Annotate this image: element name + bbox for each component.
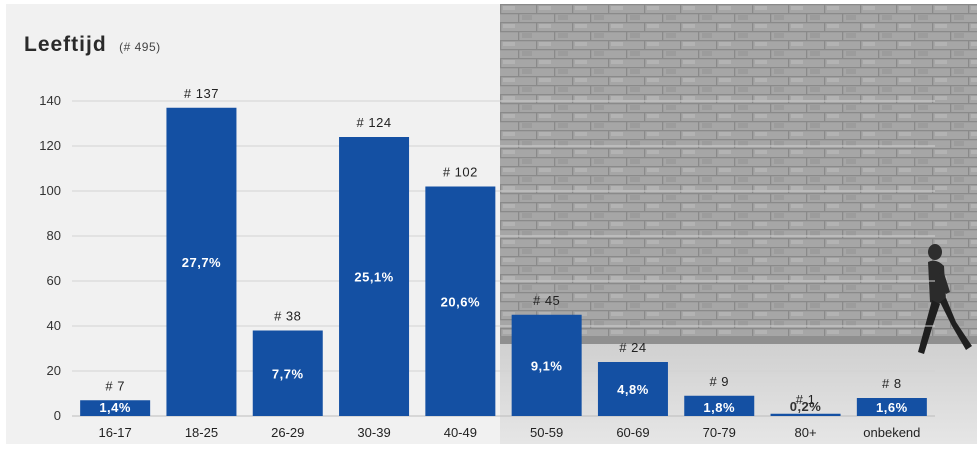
bar-percent-label: 20,6%: [441, 294, 480, 309]
x-tick-label: 18-25: [185, 425, 218, 440]
x-tick-label: 50-59: [530, 425, 563, 440]
bar-percent-label: 1,4%: [99, 400, 131, 415]
bar-60-69: [597, 362, 668, 416]
y-tick-label: 140: [39, 93, 61, 108]
bar-percent-label: 0,2%: [790, 399, 822, 414]
bar-count-label: # 124: [357, 115, 392, 130]
bar-30-39: [339, 137, 410, 416]
bar-count-label: # 102: [443, 165, 478, 180]
bar-16-17: [80, 400, 151, 416]
y-tick-label: 60: [47, 273, 61, 288]
bar-percent-label: 7,7%: [272, 366, 304, 381]
bar-count-label: # 24: [619, 340, 646, 355]
bar-26-29: [252, 330, 323, 416]
bars: [80, 107, 927, 416]
bar-percent-label: 1,8%: [703, 400, 735, 415]
bar-count-label: # 1: [796, 392, 816, 407]
bar-count-label: # 38: [274, 309, 301, 324]
bar-percent-label: 27,7%: [182, 255, 221, 270]
bar-80+: [770, 413, 841, 416]
y-tick-label: 40: [47, 318, 61, 333]
y-tick-label: 0: [54, 408, 61, 423]
x-tick-label: 16-17: [99, 425, 132, 440]
x-tick-label: 30-39: [357, 425, 390, 440]
bar-count-label: # 9: [709, 374, 729, 389]
x-tick-label: 80+: [795, 425, 817, 440]
bar-count-label: # 45: [533, 293, 560, 308]
chart-subtitle-total: (# 495): [119, 40, 161, 54]
bar-percent-label: 4,8%: [617, 382, 649, 397]
y-tick-label: 80: [47, 228, 61, 243]
bar-labels: # 7 1,4% # 137 27,7% # 38 7,7% # 124 25,1% # 102…: [99, 86, 907, 415]
bar-percent-label: 1,6%: [876, 400, 908, 415]
bar-count-label: # 137: [184, 86, 219, 101]
walking-person-silhouette: [918, 244, 972, 354]
chart-title: Leeftijd: [24, 33, 107, 56]
x-tick-label: 60-69: [616, 425, 649, 440]
bar-count-label: # 8: [882, 376, 902, 391]
bar-18-25: [166, 107, 237, 416]
bar-percent-label: 25,1%: [354, 270, 393, 285]
chart-title-block: Leeftijd (# 495): [24, 33, 161, 57]
bar-40-49: [425, 186, 496, 416]
x-axis-ticks: 16-17 18-25 26-29 30-39 40-49 50-59 60-69 70-79…: [99, 425, 921, 440]
x-tick-label: onbekend: [863, 425, 920, 440]
x-tick-label: 70-79: [703, 425, 736, 440]
y-tick-label: 20: [47, 363, 61, 378]
y-tick-label: 100: [39, 183, 61, 198]
bar-percent-label: 9,1%: [531, 358, 563, 373]
bar-50-59: [511, 314, 582, 416]
bar-70-79: [684, 395, 755, 416]
bar-onbekend: [856, 398, 927, 416]
x-tick-label: 40-49: [444, 425, 477, 440]
y-axis-ticks: 0 20 40 60 80 100 120 140: [39, 93, 61, 423]
bar-count-label: # 7: [105, 378, 125, 393]
x-tick-label: 26-29: [271, 425, 304, 440]
y-tick-label: 120: [39, 138, 61, 153]
